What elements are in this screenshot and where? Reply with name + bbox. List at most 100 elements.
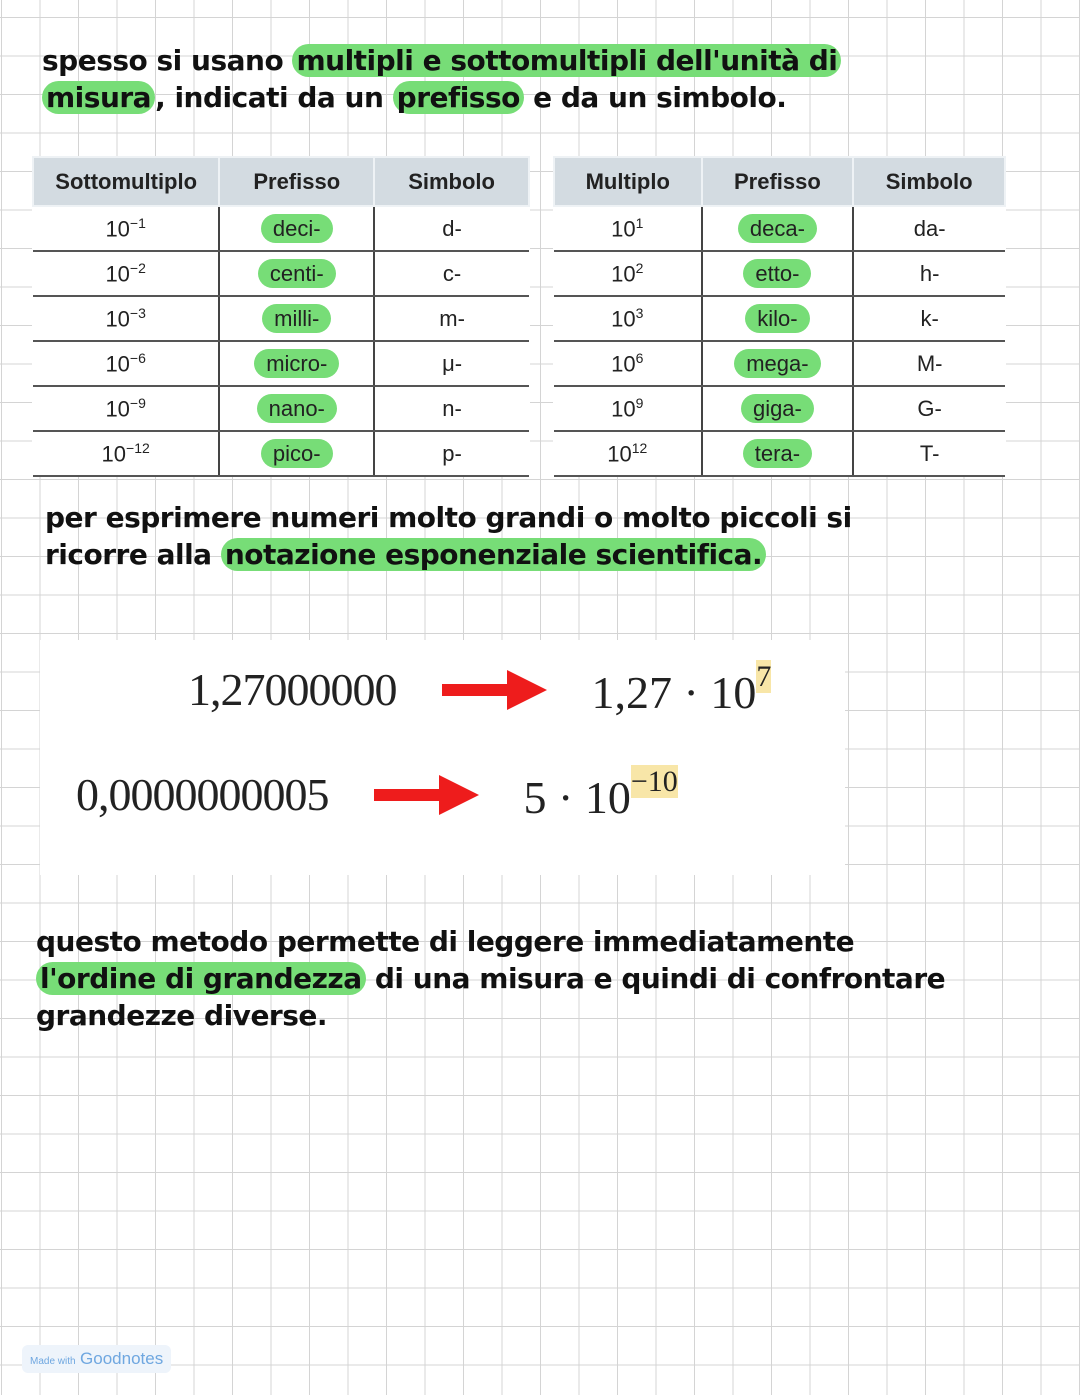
power-exponent: −1 <box>129 214 146 231</box>
prefix-cell: etto- <box>700 251 854 297</box>
example-result: 1,27 · 107 <box>592 660 772 719</box>
text-line: l'ordine di grandezza di una misura e qu… <box>36 960 946 997</box>
prefix-highlight: milli- <box>262 303 332 333</box>
prefix-cell: micro- <box>218 341 375 387</box>
table-row: 10−1 deci-d- <box>33 206 529 252</box>
power-exponent: −6 <box>129 349 146 366</box>
power-cell: 101 <box>554 206 702 252</box>
text-segment: grandezze diverse. <box>36 999 328 1032</box>
symbol-cell: d- <box>373 206 529 252</box>
table-row: 1012 tera- T- <box>554 431 1005 477</box>
prefix-highlight: pico- <box>260 438 333 468</box>
power-base: 10 <box>105 261 130 287</box>
submultiples-table: Sottomultiplo Prefisso Simbolo 10−1 deci-d- 1… <box>31 156 530 477</box>
prefix-cell: giga- <box>700 386 854 432</box>
prefix-cell: pico- <box>218 431 375 477</box>
arrow-right-icon <box>373 774 479 815</box>
power-base: 10 <box>607 441 632 467</box>
text-line: misura, indicati da un prefisso e da un … <box>42 79 841 116</box>
text-segment: e da un simbolo. <box>523 81 787 114</box>
prefix-highlight: nano- <box>256 393 337 423</box>
result-base: 5 · 10 <box>523 772 631 823</box>
power-cell: 10−1 <box>33 206 220 252</box>
text-segment: questo metodo permette di leggere immedi… <box>36 925 855 958</box>
power-cell: 1012 <box>554 431 702 477</box>
power-base: 10 <box>611 306 636 332</box>
intro-paragraph: spesso si usano multipli e sottomultipli… <box>42 42 842 116</box>
power-base: 10 <box>611 396 636 422</box>
prefix-highlight: centi- <box>257 258 336 288</box>
highlighted-text: misura <box>42 81 156 114</box>
table-row: 109 giga- G- <box>554 386 1005 432</box>
power-base: 10 <box>611 261 636 287</box>
symbol-cell: n- <box>373 386 529 432</box>
table-row: 10−6 micro-μ- <box>33 341 529 387</box>
example-number: 1,27000000 <box>188 664 397 715</box>
prefix-highlight: deci- <box>260 213 333 243</box>
scientific-notation-examples: 1,27000000 1,27 · 107 0,0000000005 5 · 1… <box>40 640 845 875</box>
notation-paragraph: per esprimere numeri molto grandi o molt… <box>45 499 852 573</box>
text-segment: spesso si usano <box>42 44 293 77</box>
text-line: questo metodo permette di leggere immedi… <box>36 923 945 960</box>
power-exponent: 6 <box>635 349 644 366</box>
multiples-table: Multiplo Prefisso Simbolo 101 deca-da- 102 ett… <box>553 156 1006 477</box>
highlighted-text: l'ordine di grandezza <box>36 962 366 995</box>
result-base: 1,27 · 10 <box>591 667 757 718</box>
symbol-cell: M- <box>852 341 1005 387</box>
power-base: 10 <box>611 216 636 242</box>
column-header: Prefisso <box>218 156 376 207</box>
prefix-highlight: tera- <box>742 438 813 468</box>
prefix-cell: nano- <box>218 386 375 432</box>
power-base: 10 <box>105 351 130 377</box>
table-row: 103 kilo-k- <box>554 296 1005 342</box>
prefix-cell: mega- <box>700 341 854 387</box>
power-cell: 109 <box>554 386 702 432</box>
symbol-cell: T- <box>852 431 1005 477</box>
column-header: Simbolo <box>852 156 1006 207</box>
symbol-cell: μ- <box>373 341 529 387</box>
example-result: 5 · 10−10 <box>524 765 678 824</box>
text-line: per esprimere numeri molto grandi o molt… <box>45 499 852 536</box>
column-header: Simbolo <box>373 156 530 207</box>
prefix-cell: deca- <box>700 206 854 252</box>
symbol-cell: h- <box>852 251 1005 297</box>
conclusion-paragraph: questo metodo permette di leggere immedi… <box>36 923 946 1034</box>
prefix-cell: deci- <box>218 206 375 252</box>
power-base: 10 <box>101 441 127 467</box>
symbol-cell: G- <box>852 386 1005 432</box>
prefix-highlight: mega- <box>734 348 821 378</box>
power-cell: 103 <box>554 296 702 342</box>
power-base: 10 <box>105 306 130 332</box>
example-number: 0,0000000005 <box>76 769 329 820</box>
arrow-right-icon <box>441 669 547 710</box>
example-large: 1,27000000 1,27 · 107 <box>188 660 772 719</box>
power-cell: 10−9 <box>33 386 220 432</box>
example-small: 0,0000000005 5 · 10−10 <box>76 765 678 824</box>
power-exponent: −12 <box>126 439 150 456</box>
result-exponent: 7 <box>756 660 772 693</box>
table-row: 101 deca-da- <box>554 206 1005 252</box>
power-exponent: −3 <box>129 304 146 321</box>
prefix-cell: tera- <box>700 431 854 477</box>
prefix-highlight: etto- <box>743 258 812 288</box>
power-cell: 10−2 <box>33 251 220 297</box>
table-row: 102 etto-h- <box>554 251 1005 297</box>
power-exponent: −2 <box>129 259 146 276</box>
table-row: 10−2 centi-c- <box>33 251 529 297</box>
prefix-cell: kilo- <box>700 296 854 342</box>
text-segment: per esprimere numeri molto grandi o molt… <box>45 501 852 534</box>
symbol-cell: m- <box>373 296 529 342</box>
text-line: ricorre alla notazione esponenziale scie… <box>45 536 852 573</box>
prefix-highlight: kilo- <box>745 303 810 333</box>
prefix-cell: centi- <box>218 251 375 297</box>
power-exponent: 12 <box>631 439 648 456</box>
prefix-highlight: deca- <box>737 213 817 243</box>
prefix-cell: milli- <box>218 296 375 342</box>
column-header: Sottomultiplo <box>31 156 221 207</box>
power-base: 10 <box>105 216 130 242</box>
table-row: 106 mega- M- <box>554 341 1005 387</box>
text-segment: di una misura e quindi di confrontare <box>365 962 946 995</box>
power-cell: 102 <box>554 251 702 297</box>
result-exponent: −10 <box>630 765 678 798</box>
